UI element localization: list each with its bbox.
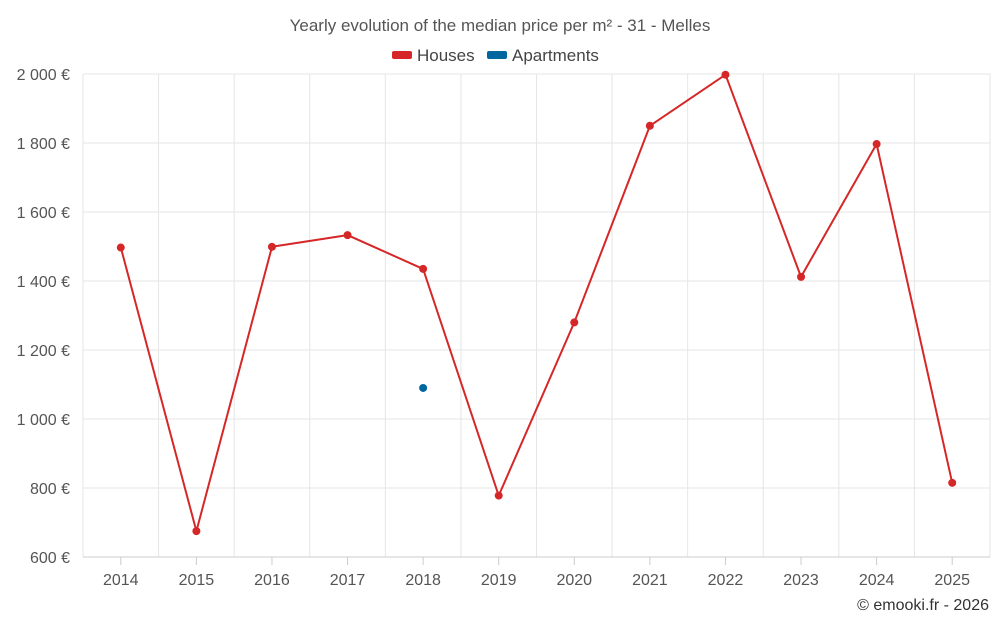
data-point-houses-2015[interactable] bbox=[192, 527, 201, 536]
data-point-houses-2019[interactable] bbox=[494, 491, 503, 500]
x-tick-label: 2022 bbox=[708, 572, 744, 589]
legend-swatch-apartments[interactable] bbox=[487, 51, 507, 59]
grid-layer bbox=[82, 73, 991, 558]
x-tick-label: 2019 bbox=[481, 572, 517, 589]
legend-swatch-houses[interactable] bbox=[392, 51, 412, 59]
chart-legend: Houses Apartments bbox=[392, 46, 599, 65]
x-tick-label: 2020 bbox=[556, 572, 592, 589]
x-tick-label: 2014 bbox=[103, 572, 139, 589]
data-point-houses-2024[interactable] bbox=[872, 140, 881, 149]
data-point-houses-2022[interactable] bbox=[721, 70, 730, 79]
x-tick-label: 2015 bbox=[179, 572, 215, 589]
x-tick-label: 2017 bbox=[330, 572, 366, 589]
data-point-houses-2021[interactable] bbox=[645, 121, 654, 130]
data-point-apartments-2018[interactable] bbox=[419, 383, 428, 392]
credit-text: © emooki.fr - 2026 bbox=[857, 597, 989, 614]
y-tick-label: 1 200 € bbox=[17, 343, 70, 360]
data-point-houses-2025[interactable] bbox=[948, 478, 957, 487]
data-point-houses-2016[interactable] bbox=[267, 242, 276, 251]
legend-label-apartments[interactable]: Apartments bbox=[512, 46, 599, 65]
x-tick-label: 2021 bbox=[632, 572, 668, 589]
data-point-houses-2017[interactable] bbox=[343, 231, 352, 240]
series-line-houses bbox=[119, 73, 954, 533]
x-tick-label: 2025 bbox=[934, 572, 970, 589]
chart-title: Yearly evolution of the median price per… bbox=[290, 16, 711, 35]
y-tick-label: 2 000 € bbox=[17, 67, 70, 84]
x-tick-label: 2024 bbox=[859, 572, 895, 589]
series-layer bbox=[116, 70, 957, 536]
axis-layer: 600 € 800 € 1 000 € 1 200 € 1 400 € 1 600 € 1 … bbox=[17, 67, 990, 589]
data-point-houses-2018[interactable] bbox=[419, 264, 428, 273]
legend-label-houses[interactable]: Houses bbox=[417, 46, 475, 65]
data-point-houses-2014[interactable] bbox=[116, 243, 125, 252]
data-point-houses-2023[interactable] bbox=[797, 272, 806, 281]
x-tick-label: 2018 bbox=[405, 572, 441, 589]
x-tick-label: 2023 bbox=[783, 572, 819, 589]
data-point-houses-2020[interactable] bbox=[570, 318, 579, 327]
x-tick-label: 2016 bbox=[254, 572, 290, 589]
y-tick-label: 1 400 € bbox=[17, 274, 70, 291]
y-tick-label: 600 € bbox=[30, 550, 70, 567]
y-tick-label: 1 800 € bbox=[17, 136, 70, 153]
y-tick-label: 1 000 € bbox=[17, 412, 70, 429]
y-tick-label: 1 600 € bbox=[17, 205, 70, 222]
y-tick-label: 800 € bbox=[30, 481, 70, 498]
